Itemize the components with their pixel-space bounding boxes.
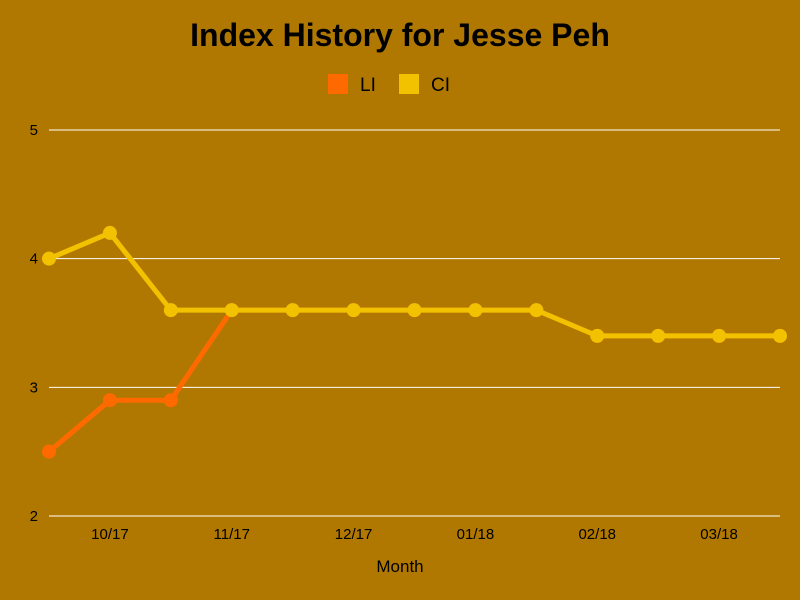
- x-tick-label: 10/17: [91, 526, 129, 543]
- series-li: [42, 303, 787, 459]
- legend-swatch-ci: [399, 74, 419, 94]
- data-point-ci[interactable]: [468, 303, 483, 318]
- data-point-ci[interactable]: [285, 303, 300, 318]
- data-point-ci[interactable]: [224, 303, 239, 318]
- data-point-ci[interactable]: [407, 303, 422, 318]
- legend: LI CI: [328, 74, 450, 96]
- data-point-ci[interactable]: [712, 328, 727, 343]
- x-axis-ticks: 10/17 11/17 12/17 01/18 02/18 03/18: [91, 526, 738, 543]
- data-point-ci[interactable]: [773, 328, 787, 343]
- y-tick-label: 2: [30, 508, 38, 525]
- data-point-ci[interactable]: [102, 225, 117, 240]
- y-tick-label: 4: [30, 251, 38, 268]
- legend-label-ci: CI: [431, 75, 450, 96]
- data-point-li[interactable]: [102, 393, 117, 408]
- grid: [49, 129, 780, 517]
- data-point-ci[interactable]: [42, 251, 56, 266]
- series-line-li: [46, 307, 783, 455]
- y-tick-label: 5: [30, 122, 38, 139]
- legend-swatch-li: [328, 74, 348, 94]
- x-axis-title: Month: [376, 557, 423, 576]
- series-line-ci: [46, 230, 783, 339]
- series-ci: [42, 225, 787, 343]
- x-tick-label: 11/17: [214, 526, 250, 543]
- data-point-ci[interactable]: [590, 328, 605, 343]
- y-tick-label: 3: [30, 379, 38, 396]
- x-tick-label: 02/18: [578, 526, 616, 543]
- data-point-li[interactable]: [163, 393, 178, 408]
- data-point-ci[interactable]: [346, 303, 361, 318]
- y-axis-ticks: 2 3 4 5: [30, 122, 38, 525]
- data-point-li[interactable]: [42, 444, 56, 459]
- series-layer: [42, 225, 787, 459]
- data-point-ci[interactable]: [651, 328, 666, 343]
- chart-title: Index History for Jesse Peh: [190, 17, 610, 53]
- x-tick-label: 01/18: [457, 526, 495, 543]
- data-point-ci[interactable]: [529, 303, 544, 318]
- legend-label-li: LI: [360, 75, 376, 96]
- data-point-ci[interactable]: [163, 303, 178, 318]
- x-tick-label: 03/18: [700, 526, 738, 543]
- x-tick-label: 12/17: [335, 526, 373, 543]
